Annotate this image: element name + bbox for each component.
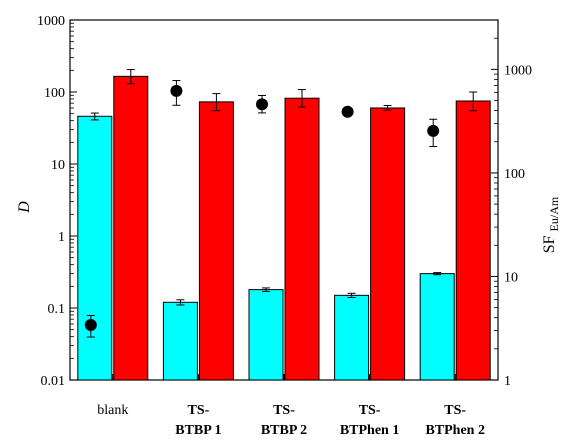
data-point xyxy=(341,105,354,118)
category-label-line: TS- xyxy=(444,403,466,418)
category-label-line: BTPhen 1 xyxy=(340,423,400,438)
category-label: TS- BTPhen 1 xyxy=(340,403,400,438)
bar xyxy=(113,75,149,381)
bar xyxy=(198,101,234,381)
left-tick-label: 0.01 xyxy=(41,374,66,389)
right-tick-label: 1000 xyxy=(504,63,532,78)
bar-marks xyxy=(77,69,491,381)
left-tick-label: 1000 xyxy=(37,14,65,29)
category-label-line: BTPhen 2 xyxy=(425,423,485,438)
right-tick-label: 10 xyxy=(504,270,518,285)
bar xyxy=(284,97,320,381)
category-label-line: BTBP 2 xyxy=(261,423,307,438)
category-label: TS- BTBP 1 xyxy=(175,403,221,438)
right-tick-label: 1 xyxy=(504,374,511,389)
data-point xyxy=(427,124,440,137)
category-label-line: TS- xyxy=(273,403,295,418)
right-axis-title-sub: Eu/Am xyxy=(547,196,561,231)
data-point xyxy=(84,318,97,331)
left-tick-label: 0.1 xyxy=(48,302,66,317)
category-label-line: BTBP 1 xyxy=(175,423,221,438)
data-point xyxy=(256,98,268,111)
category-label: TS- BTBP 2 xyxy=(261,403,307,438)
left-tick-label: 1 xyxy=(58,230,65,245)
point-marks xyxy=(84,80,440,338)
left-axis-title: D xyxy=(16,201,33,214)
right-axis: 1 10 100 1000 xyxy=(491,37,532,389)
bar xyxy=(455,100,491,381)
bar xyxy=(370,107,406,381)
data-point xyxy=(170,84,183,97)
left-axis: 0.01 0.1 1 10 100 1000 xyxy=(37,14,77,389)
category-label: blank xyxy=(97,403,128,418)
right-tick-label: 100 xyxy=(504,167,525,182)
bar xyxy=(334,294,370,381)
bar xyxy=(248,289,284,381)
left-tick-label: 10 xyxy=(51,158,65,173)
right-axis-title: SF Eu/Am xyxy=(541,196,561,253)
category-axis: blank TS- BTBP 1 TS- BTBP 2 TS- BTPhen 1 TS- BTP… xyxy=(97,374,485,438)
category-label-line: blank xyxy=(97,403,128,418)
category-label-line: TS- xyxy=(188,403,210,418)
left-tick-label: 100 xyxy=(44,86,65,101)
category-label-line: TS- xyxy=(359,403,381,418)
bar xyxy=(419,273,455,381)
bar xyxy=(77,115,113,381)
category-label: TS- BTPhen 2 xyxy=(425,403,485,438)
right-axis-title-main: SF xyxy=(541,235,558,253)
bar xyxy=(162,301,198,381)
